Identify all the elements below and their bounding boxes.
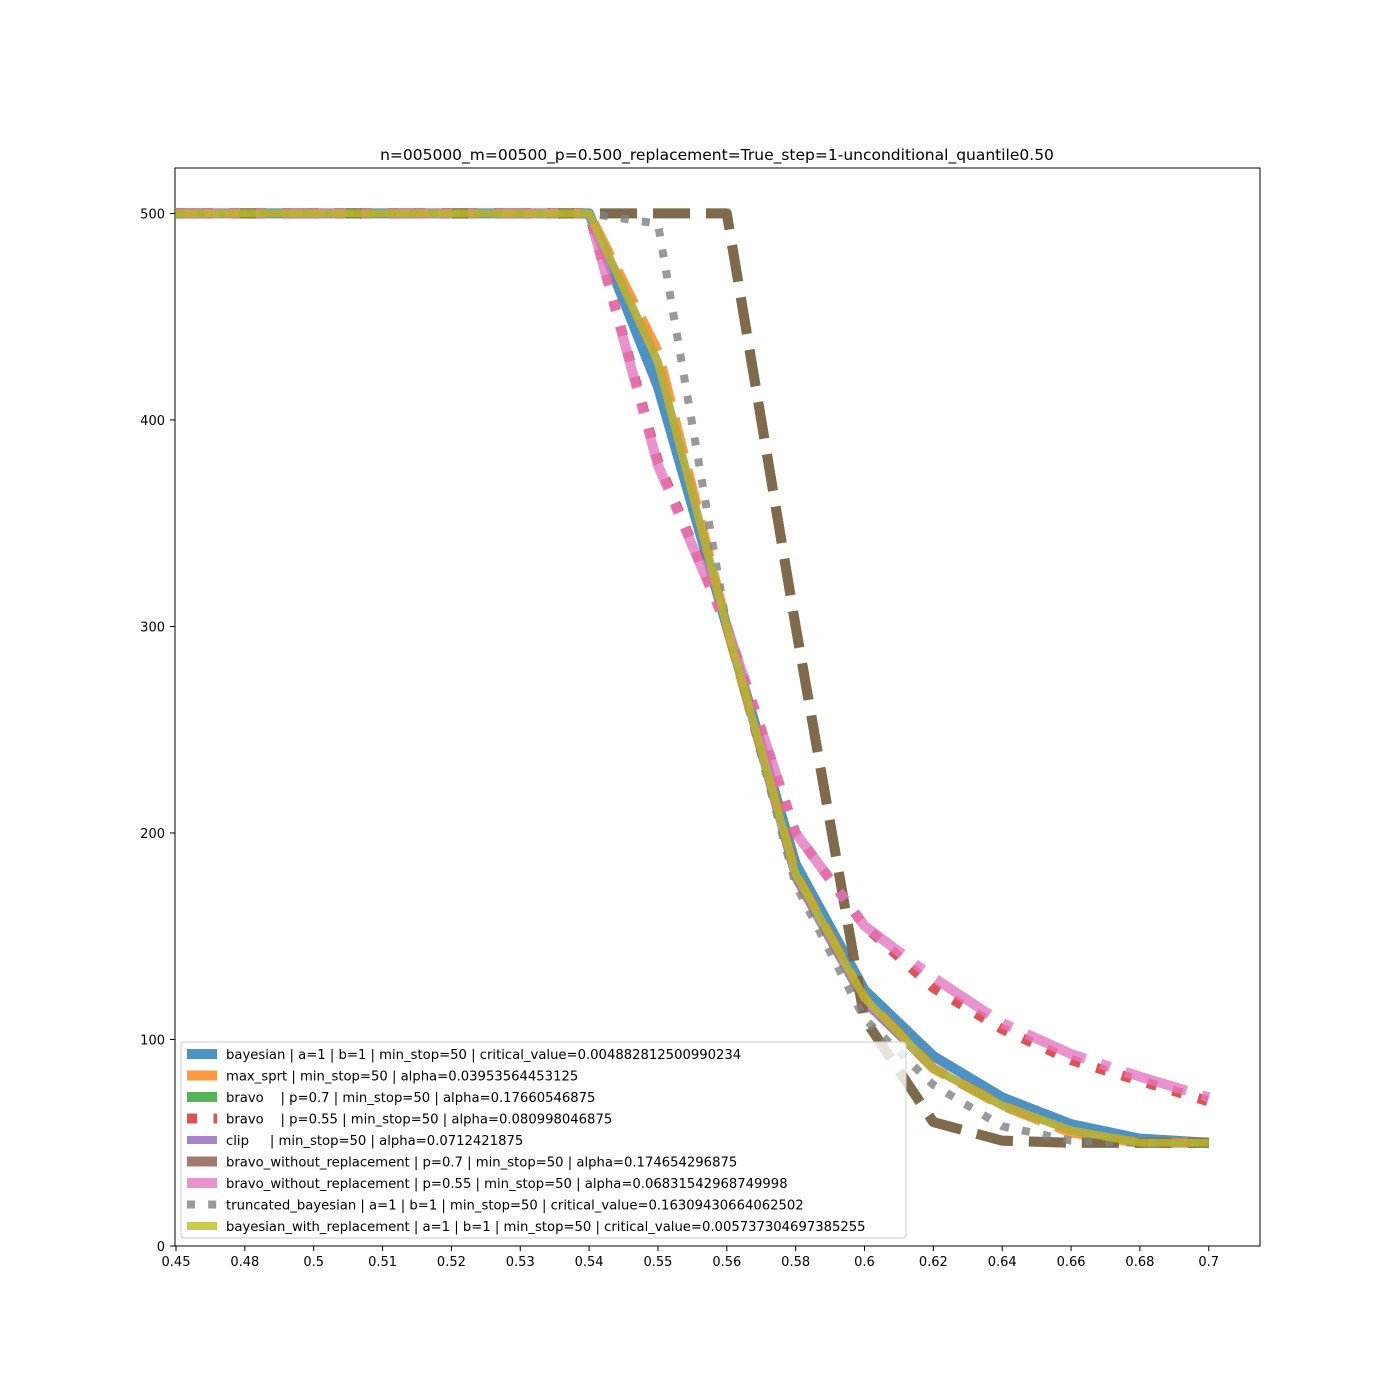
x-tick-label: 0.55 [643, 1255, 672, 1270]
legend-box [180, 1041, 907, 1239]
x-tick-label: 0.54 [575, 1255, 604, 1270]
series-layer [176, 208, 1211, 1148]
x-tick-label: 0.58 [781, 1255, 810, 1270]
x-tick-label: 0.48 [230, 1255, 259, 1270]
y-tick-label: 500 [140, 207, 165, 222]
x-tick-label: 0.68 [1125, 1255, 1154, 1270]
chart-title: n=005000_m=00500_p=0.500_replacement=Tru… [380, 146, 1054, 165]
x-tick-label: 0.66 [1057, 1255, 1086, 1270]
y-tick-label: 300 [140, 620, 165, 635]
series-line-8 [176, 209, 1209, 1147]
y-tick-label: 200 [140, 827, 165, 842]
x-tick-label: 0.56 [712, 1255, 741, 1270]
series-line-5 [176, 209, 1209, 1147]
series-line-4 [176, 208, 1211, 1107]
y-axis: 0 100 200 300 400 500 [140, 207, 175, 1255]
x-tick-label: 0.52 [437, 1255, 466, 1270]
series-line-2 [176, 208, 1209, 1148]
series-line-9 [176, 209, 1209, 1147]
x-tick-label: 0.5 [303, 1255, 324, 1270]
legend-label-1: bayesian | a=1 | b=1 | min_stop=50 | cri… [226, 1048, 741, 1063]
legend-label-7: bravo_without_replacement | p=0.55 | min… [226, 1177, 788, 1192]
x-tick-label: 0.51 [368, 1255, 397, 1270]
legend: bayesian | a=1 | b=1 | min_stop=50 | cri… [180, 1041, 907, 1239]
x-tick-label: 0.53 [506, 1255, 535, 1270]
x-tick-label: 0.62 [919, 1255, 948, 1270]
plot-frame [174, 167, 1261, 1247]
legend-label-6: bravo_without_replacement | p=0.7 | min_… [226, 1156, 737, 1171]
legend-label-9: bayesian_with_replacement | a=1 | b=1 | … [226, 1220, 866, 1235]
legend-label-3: bravo | p=0.7 | min_stop=50 | alpha=0.17… [226, 1091, 595, 1106]
x-tick-label: 0.45 [162, 1255, 191, 1270]
legend-label-4: bravo | p=0.55 | min_stop=50 | alpha=0.0… [226, 1113, 612, 1128]
series-line-6 [176, 208, 1209, 1148]
series-line-1 [176, 208, 1210, 1148]
series-line-3 [176, 208, 1209, 1148]
legend-label-8: truncated_bayesian | a=1 | b=1 | min_sto… [226, 1199, 804, 1214]
y-tick-label: 0 [157, 1240, 165, 1255]
x-axis: 0.45 0.48 0.5 0.51 0.52 0.53 0.54 0.55 0.56 0.58 0… [162, 1246, 1219, 1270]
x-tick-label: 0.64 [988, 1255, 1017, 1270]
legend-label-5: clip | min_stop=50 | alpha=0.0712421875 [226, 1134, 523, 1149]
x-tick-label: 0.6 [854, 1255, 875, 1270]
y-tick-label: 100 [140, 1033, 165, 1048]
y-tick-label: 400 [140, 414, 165, 429]
series-line-7 [176, 208, 1211, 1103]
x-tick-label: 0.7 [1198, 1255, 1219, 1270]
legend-label-2: max_sprt | min_stop=50 | alpha=0.0395356… [226, 1070, 578, 1085]
